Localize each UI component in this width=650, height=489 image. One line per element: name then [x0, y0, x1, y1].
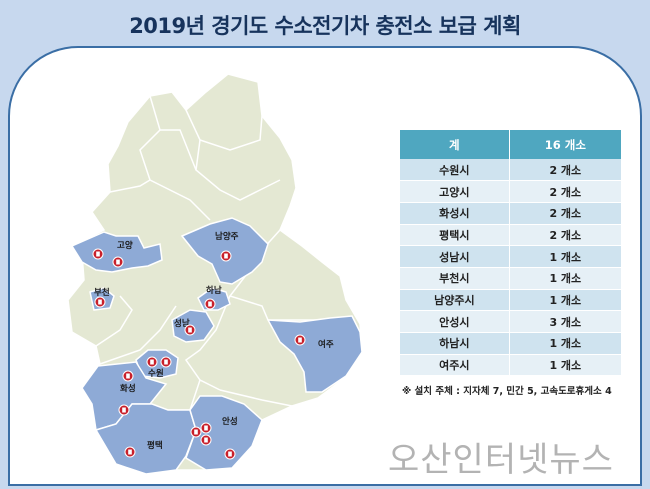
cell-region: 고양시 [400, 180, 510, 203]
table-row: 성남시 1 개소 [400, 245, 623, 268]
table-row: 부천시 1 개소 [400, 267, 623, 290]
watermark: 오산인터넷뉴스 [388, 440, 614, 480]
cell-count: 2 개소 [509, 202, 623, 225]
cell-region: 하남시 [400, 332, 510, 355]
table-row: 화성시 2 개소 [400, 202, 623, 225]
cell-region: 안성시 [400, 310, 510, 333]
cell-region: 수원시 [400, 159, 510, 182]
label-goyang: 고양 [117, 240, 133, 251]
cell-count: 1 개소 [509, 289, 623, 312]
table-row: 평택시 2 개소 [400, 224, 623, 247]
cell-region: 남양주시 [400, 289, 510, 312]
cell-count: 2 개소 [509, 180, 623, 203]
table-row: 여주시 1 개소 [400, 354, 623, 377]
table-row: 하남시 1 개소 [400, 332, 623, 355]
label-hanam: 하남 [206, 285, 222, 296]
fuel-pump-icon [204, 425, 208, 431]
region-labels: 고양 남양주 부천 하남 성남 여주 수원 화성 안성 평택 [94, 231, 334, 451]
cell-region: 화성시 [400, 202, 510, 225]
cell-count: 3 개소 [509, 310, 623, 333]
cell-count: 1 개소 [509, 354, 623, 377]
region-yeoju [266, 315, 363, 393]
cell-region: 부천시 [400, 267, 510, 290]
table-row: 안성시 3 개소 [400, 310, 623, 333]
cell-count: 1 개소 [509, 267, 623, 290]
cell-region: 성남시 [400, 245, 510, 268]
label-bucheon: 부천 [94, 287, 110, 298]
cell-region: 여주시 [400, 354, 510, 377]
fuel-pump-icon [228, 451, 232, 457]
title-band [0, 0, 650, 50]
fuel-pump-icon [298, 337, 302, 343]
fuel-pump-icon [96, 251, 100, 257]
fuel-pump-icon [204, 437, 208, 443]
cell-count: 2 개소 [509, 224, 623, 247]
label-namyangju: 남양주 [215, 231, 239, 242]
label-yeoju: 여주 [318, 339, 334, 350]
installer-note: ※ 설치 주체 : 지자체 7, 민간 5, 고속도로휴게소 4 [402, 386, 612, 397]
table-header-row: 계 16 개소 [400, 130, 623, 159]
label-pyeongtaek: 평택 [147, 440, 163, 451]
fuel-pump-icon [164, 359, 168, 365]
fuel-pump-icon [116, 259, 120, 265]
region-goyang [70, 231, 163, 273]
header-count: 16 개소 [509, 130, 623, 159]
fuel-pump-icon [188, 327, 192, 333]
fuel-pump-icon [126, 373, 130, 379]
station-table: 계 16 개소 수원시 2 개소 고양시 2 개소 화성시 2 개소 평택시 2 개소 … [400, 130, 623, 377]
table-row: 남양주시 1 개소 [400, 289, 623, 312]
label-suwon: 수원 [148, 368, 164, 379]
label-hwaseong: 화성 [120, 383, 136, 394]
cell-count: 1 개소 [509, 245, 623, 268]
fuel-pump-icon [150, 359, 154, 365]
region-anseong [185, 395, 263, 471]
label-seongnam: 성남 [174, 318, 190, 329]
label-anseong: 안성 [222, 416, 238, 427]
table-row: 수원시 2 개소 [400, 159, 623, 182]
fuel-pump-icon [122, 407, 126, 413]
station-markers [92, 248, 306, 460]
cell-count: 2 개소 [509, 159, 623, 182]
fuel-pump-icon [208, 301, 212, 307]
cell-region: 평택시 [400, 224, 510, 247]
page-title: 2019년 경기도 수소전기차 충전소 보급 계획 [129, 14, 521, 38]
fuel-pump-icon [194, 429, 198, 435]
cell-count: 1 개소 [509, 332, 623, 355]
fuel-pump-icon [98, 299, 102, 305]
fuel-pump-icon [224, 253, 228, 259]
header-region: 계 [400, 130, 510, 159]
highlighted-regions [70, 217, 363, 475]
table-row: 고양시 2 개소 [400, 180, 623, 203]
fuel-pump-icon [128, 449, 132, 455]
